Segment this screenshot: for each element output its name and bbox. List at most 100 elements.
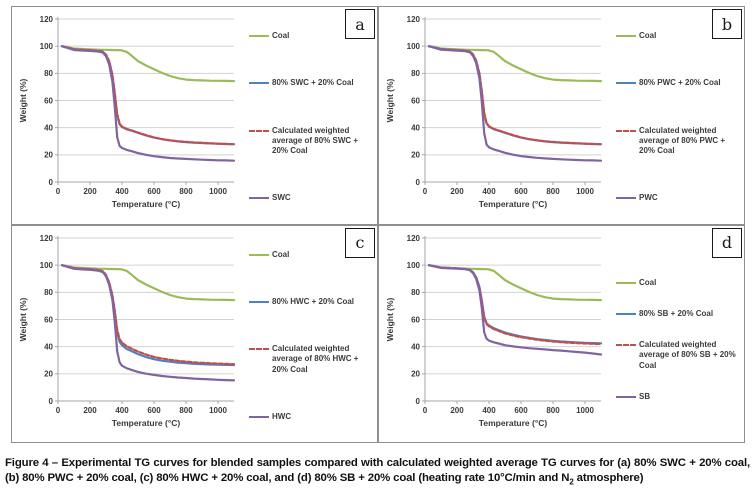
y-tick-label: 80 bbox=[44, 69, 53, 78]
x-tick-label: 200 bbox=[450, 187, 464, 196]
legend-item: HWC bbox=[249, 412, 373, 422]
y-tick-label: 20 bbox=[411, 369, 420, 378]
x-axis-title: Temperature (°C) bbox=[112, 418, 181, 428]
x-tick-label: 1000 bbox=[576, 406, 594, 415]
y-axis-title: Weight (%) bbox=[18, 78, 28, 122]
caption-text: atmosphere) bbox=[573, 471, 644, 484]
legend-label: Calculated weighted average of 80% SB + … bbox=[639, 340, 736, 370]
tg-panel-b: 0 20 40 60 80 100 120 0 200 400 600 800 1000 Temperat… bbox=[378, 6, 745, 225]
legend-line-coal-icon bbox=[616, 35, 636, 37]
y-tick-label: 60 bbox=[44, 315, 53, 324]
y-tick-label: 120 bbox=[40, 233, 54, 242]
y-tick-label: 40 bbox=[411, 123, 420, 132]
x-tick-label: 200 bbox=[450, 406, 464, 415]
legend-label: 80% SWC + 20% Coal bbox=[272, 78, 354, 88]
legend-label: SWC bbox=[272, 193, 291, 203]
y-axis-title: Weight (%) bbox=[18, 297, 28, 341]
tg-panel-d: 0 20 40 60 80 100 120 0 200 400 600 800 1000 Temperat… bbox=[378, 224, 745, 443]
y-tick-label: 40 bbox=[44, 342, 53, 351]
legend-item: 80% SB + 20% Coal bbox=[616, 309, 740, 319]
y-tick-label: 120 bbox=[407, 233, 421, 242]
x-tick-label: 0 bbox=[423, 406, 428, 415]
legend-panel-a: Coal 80% SWC + 20% Coal Calculated weigh… bbox=[249, 31, 373, 204]
legend-line-pure-icon bbox=[249, 415, 269, 418]
legend-label: PWC bbox=[639, 193, 658, 203]
series-line bbox=[60, 263, 236, 381]
x-tick-label: 200 bbox=[83, 406, 97, 415]
figure-grid: 0 20 40 60 80 100 120 0 200 400 600 800 1000 Temperat… bbox=[11, 6, 745, 443]
tg-chart-d: 0 20 40 60 80 100 120 0 200 400 600 800 1000 Temperat… bbox=[385, 233, 603, 428]
legend-label: Coal bbox=[639, 277, 657, 287]
legend-label: 80% SB + 20% Coal bbox=[639, 308, 714, 318]
x-tick-label: 800 bbox=[179, 406, 193, 415]
y-tick-label: 100 bbox=[40, 260, 54, 269]
panel-letter-text: b bbox=[721, 14, 733, 34]
legend-item: 80% PWC + 20% Coal bbox=[616, 78, 740, 88]
legend-item: SWC bbox=[249, 193, 373, 203]
panel-letter-text: d bbox=[721, 233, 733, 252]
series-line bbox=[60, 263, 236, 365]
x-tick-label: 600 bbox=[514, 187, 528, 196]
tg-chart-a: 0 20 40 60 80 100 120 0 200 400 600 800 1000 Temperat… bbox=[18, 15, 236, 209]
y-tick-label: 100 bbox=[407, 260, 421, 269]
legend-item: 80% SWC + 20% Coal bbox=[249, 78, 373, 88]
x-tick-label: 1000 bbox=[209, 187, 227, 196]
legend-panel-c: Coal 80% HWC + 20% Coal Calculated weigh… bbox=[249, 250, 373, 423]
series-line bbox=[60, 263, 236, 366]
series-line bbox=[427, 263, 603, 345]
legend-line-coal-icon bbox=[249, 253, 269, 256]
legend-label: SB bbox=[639, 391, 651, 401]
panel-letter-text: a bbox=[355, 14, 365, 34]
legend-item: SB bbox=[616, 392, 740, 402]
y-tick-label: 20 bbox=[44, 151, 53, 160]
x-tick-label: 800 bbox=[546, 187, 560, 196]
y-tick-label: 80 bbox=[411, 288, 420, 297]
series-line bbox=[60, 45, 236, 162]
series-line bbox=[60, 45, 236, 83]
legend-line-pure-icon bbox=[616, 395, 636, 398]
y-tick-label: 40 bbox=[44, 123, 53, 132]
legend-label: Calculated weighted average of 80% HWC +… bbox=[272, 344, 359, 374]
legend-item: Coal bbox=[249, 250, 373, 260]
x-tick-label: 800 bbox=[546, 406, 560, 415]
series-line bbox=[60, 45, 236, 146]
legend-item: Calculated weighted average of 80% SB + … bbox=[616, 340, 740, 371]
panel-letter-c: c bbox=[345, 227, 375, 258]
legend-label: Calculated weighted average of 80% PWC +… bbox=[639, 125, 726, 155]
legend-item: Calculated weighted average of 80% HWC +… bbox=[249, 344, 373, 375]
x-tick-label: 800 bbox=[179, 187, 193, 196]
tg-panel-c: 0 20 40 60 80 100 120 0 200 400 600 800 1000 Temperat… bbox=[11, 224, 378, 443]
legend-line-coal-icon bbox=[616, 281, 636, 284]
panel-letter-b: b bbox=[712, 9, 742, 39]
caption-text: Figure 4 – Experimental TG curves for bl… bbox=[5, 457, 750, 484]
legend-line-pure-icon bbox=[249, 197, 269, 200]
legend-line-blend-icon bbox=[249, 82, 269, 85]
x-tick-label: 1000 bbox=[209, 406, 227, 415]
y-tick-label: 60 bbox=[411, 315, 420, 324]
panel-letter-d: d bbox=[712, 227, 742, 258]
legend-label: Coal bbox=[639, 31, 657, 40]
x-tick-label: 400 bbox=[115, 187, 129, 196]
tg-chart-c: 0 20 40 60 80 100 120 0 200 400 600 800 1000 Temperat… bbox=[18, 233, 236, 428]
legend-dashed-line-icon bbox=[616, 129, 636, 132]
x-tick-label: 400 bbox=[482, 187, 496, 196]
y-tick-label: 60 bbox=[411, 96, 420, 105]
x-axis-title: Temperature (°C) bbox=[479, 199, 548, 209]
x-tick-label: 0 bbox=[56, 187, 61, 196]
x-tick-label: 200 bbox=[83, 187, 97, 196]
y-tick-label: 20 bbox=[44, 369, 53, 378]
x-tick-label: 400 bbox=[115, 406, 129, 415]
x-tick-label: 400 bbox=[482, 406, 496, 415]
legend-panel-d: Coal 80% SB + 20% Coal Calculated weight… bbox=[616, 278, 740, 403]
legend-item: Coal bbox=[249, 31, 373, 41]
panel-letter-text: c bbox=[355, 233, 365, 252]
legend-dashed-line-icon bbox=[616, 344, 636, 347]
x-tick-label: 600 bbox=[147, 187, 161, 196]
legend-label: Coal bbox=[272, 31, 290, 40]
panel-letter-a: a bbox=[345, 9, 375, 39]
legend-label: 80% HWC + 20% Coal bbox=[272, 296, 355, 306]
x-tick-label: 1000 bbox=[576, 187, 594, 196]
series-line bbox=[427, 263, 603, 301]
y-tick-label: 60 bbox=[44, 96, 53, 105]
legend-line-blend-icon bbox=[249, 300, 269, 303]
